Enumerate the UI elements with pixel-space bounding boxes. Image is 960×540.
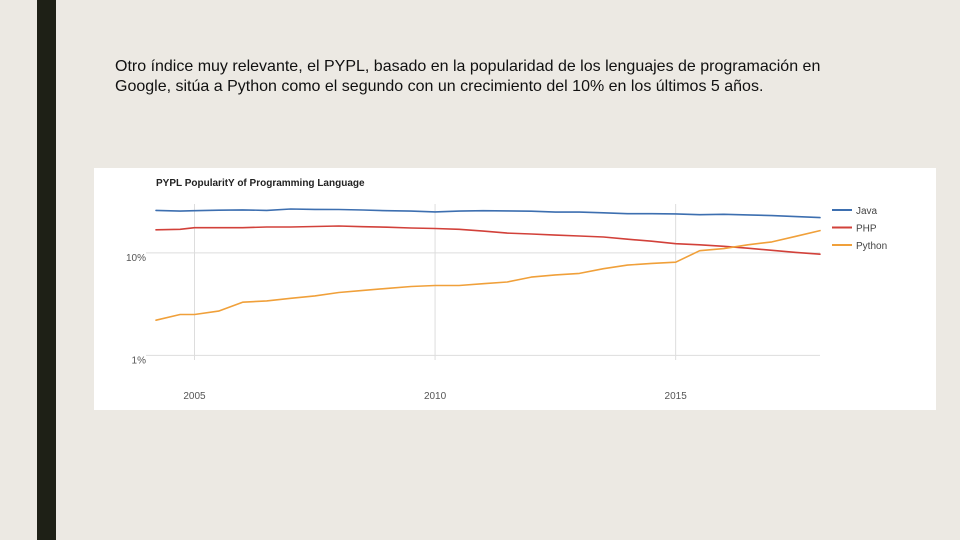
series-layer bbox=[155, 208, 821, 321]
y-tick-label-1%: 1% bbox=[132, 355, 147, 366]
legend-label-python: Python bbox=[856, 241, 887, 252]
legend: Java PHP Python bbox=[832, 206, 887, 252]
slide-side-bar bbox=[37, 0, 56, 540]
x-tick-label-2010: 2010 bbox=[424, 391, 447, 402]
series-line-python bbox=[155, 229, 821, 321]
y-tick-label-10%: 10% bbox=[126, 253, 146, 264]
chart-panel: PYPL PopularitY of Programming Language … bbox=[94, 168, 936, 410]
pypl-chart: PYPL PopularitY of Programming Language … bbox=[126, 178, 887, 402]
grid-layer: 2005 2010 2015 10% 1% bbox=[126, 204, 820, 402]
legend-label-java: Java bbox=[856, 206, 878, 217]
series-line-java bbox=[155, 208, 821, 219]
x-tick-label-2015: 2015 bbox=[665, 391, 688, 402]
x-tick-label-2005: 2005 bbox=[183, 391, 206, 402]
slide-paragraph: Otro índice muy relevante, el PYPL, basa… bbox=[115, 58, 821, 95]
chart-title: PYPL PopularitY of Programming Language bbox=[156, 178, 365, 189]
series-line-php bbox=[155, 225, 821, 255]
legend-label-php: PHP bbox=[856, 224, 877, 235]
